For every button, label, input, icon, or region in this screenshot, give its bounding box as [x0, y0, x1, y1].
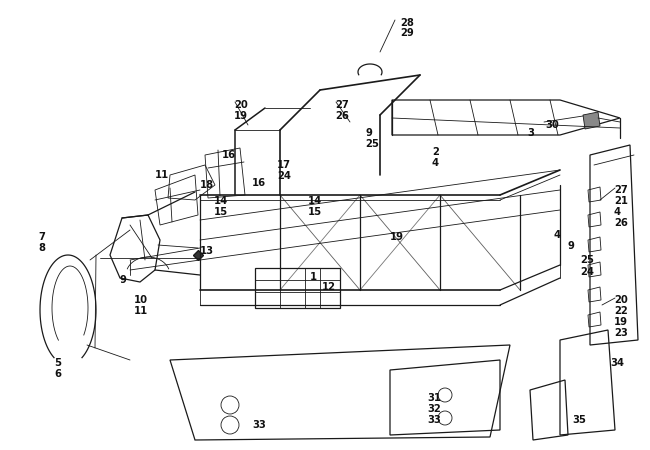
- Text: 10: 10: [134, 295, 148, 305]
- Text: 33: 33: [427, 415, 441, 425]
- Text: 18: 18: [200, 180, 214, 190]
- Text: 16: 16: [222, 150, 236, 160]
- Text: 28: 28: [400, 18, 414, 28]
- Text: 32: 32: [427, 404, 441, 414]
- Text: 15: 15: [214, 207, 228, 217]
- Text: 4: 4: [553, 230, 560, 240]
- Text: 17: 17: [277, 160, 291, 170]
- Text: 21: 21: [614, 196, 628, 206]
- Text: 26: 26: [614, 218, 628, 228]
- Text: 16: 16: [252, 178, 266, 188]
- Text: 9: 9: [567, 241, 574, 251]
- Text: 12: 12: [322, 282, 336, 292]
- Polygon shape: [583, 112, 600, 129]
- Text: 7: 7: [38, 232, 45, 242]
- Text: 23: 23: [614, 328, 628, 338]
- Text: 15: 15: [308, 207, 322, 217]
- Text: 35: 35: [572, 415, 586, 425]
- Text: 19: 19: [614, 317, 628, 327]
- Text: 20: 20: [614, 295, 628, 305]
- Text: 14: 14: [214, 196, 228, 206]
- Text: 3: 3: [527, 128, 534, 138]
- Text: 22: 22: [614, 306, 628, 316]
- Text: 29: 29: [400, 28, 414, 38]
- Text: 13: 13: [200, 246, 214, 256]
- Text: 20: 20: [234, 100, 248, 110]
- Text: 11: 11: [134, 306, 148, 316]
- Text: 33: 33: [252, 420, 266, 430]
- Text: 9: 9: [365, 128, 372, 138]
- Text: 14: 14: [308, 196, 322, 206]
- Text: 2: 2: [432, 147, 439, 157]
- Text: 6: 6: [54, 369, 61, 379]
- Text: 9: 9: [120, 275, 127, 285]
- Text: 27: 27: [335, 100, 349, 110]
- Text: 1: 1: [310, 272, 317, 282]
- Text: 8: 8: [38, 243, 45, 253]
- Text: 34: 34: [610, 358, 624, 368]
- Text: 26: 26: [335, 111, 349, 121]
- Text: 4: 4: [614, 207, 621, 217]
- Text: 27: 27: [614, 185, 628, 195]
- Text: 24: 24: [580, 267, 594, 277]
- Text: 25: 25: [365, 139, 379, 149]
- Text: 4: 4: [432, 158, 439, 168]
- Text: 25: 25: [580, 255, 594, 265]
- Text: 30: 30: [545, 120, 559, 130]
- Text: 31: 31: [427, 393, 441, 403]
- Text: 5: 5: [54, 358, 61, 368]
- Text: 19: 19: [390, 232, 404, 242]
- Text: 11: 11: [155, 170, 169, 180]
- Text: 24: 24: [277, 171, 291, 181]
- Text: 19: 19: [234, 111, 248, 121]
